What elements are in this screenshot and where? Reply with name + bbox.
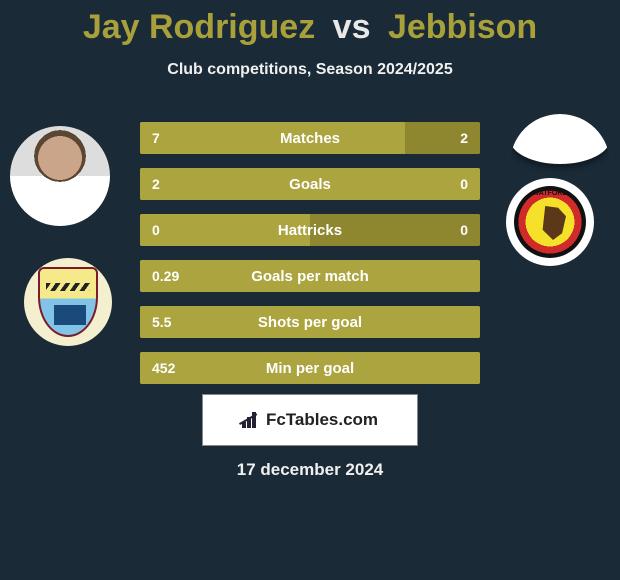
stat-label: Shots per goal (140, 306, 480, 338)
comparison-title: Jay Rodriguez vs Jebbison (0, 0, 620, 47)
footer-date: 17 december 2024 (0, 460, 620, 480)
stat-row: 2 Goals 0 (140, 168, 480, 200)
stat-right-value: 2 (460, 122, 468, 154)
player2-club-badge (506, 178, 594, 266)
title-player1: Jay Rodriguez (83, 8, 315, 46)
player1-club-badge (24, 258, 112, 346)
footer-brand-box[interactable]: FcTables.com (202, 394, 418, 446)
stat-bars: 7 Matches 2 2 Goals 0 0 Hattricks 0 0.29… (140, 122, 480, 398)
watford-crest-icon (514, 186, 586, 258)
stat-row: 5.5 Shots per goal (140, 306, 480, 338)
stat-label: Goals (140, 168, 480, 200)
stat-label: Matches (140, 122, 480, 154)
player1-avatar (10, 126, 110, 226)
stat-right-value: 0 (460, 214, 468, 246)
stat-right-value: 0 (460, 168, 468, 200)
fctables-logo-icon (242, 412, 260, 428)
subtitle: Club competitions, Season 2024/2025 (0, 61, 620, 79)
stat-label: Goals per match (140, 260, 480, 292)
stat-label: Min per goal (140, 352, 480, 384)
stat-row: 452 Min per goal (140, 352, 480, 384)
player1-face-icon (10, 126, 110, 226)
stat-row: 0 Hattricks 0 (140, 214, 480, 246)
stat-label: Hattricks (140, 214, 480, 246)
player2-placeholder-icon (510, 114, 610, 164)
stat-row: 0.29 Goals per match (140, 260, 480, 292)
burnley-crest-icon (38, 267, 98, 337)
footer-brand-text: FcTables.com (266, 410, 378, 430)
title-player2: Jebbison (388, 8, 537, 46)
stat-row: 7 Matches 2 (140, 122, 480, 154)
title-vs: vs (333, 8, 371, 46)
